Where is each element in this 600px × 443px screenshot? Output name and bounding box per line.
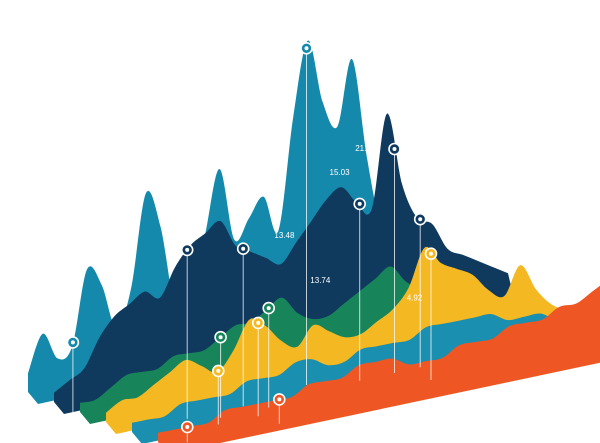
series-1-marker-dot-2 [357, 201, 362, 206]
series-3-data-label-1: 4.92 [407, 294, 423, 303]
series-0-marker-dot-1 [304, 46, 309, 51]
series-5-marker-dot-1 [277, 397, 282, 402]
series-1-data-label-1: 15.03 [330, 168, 351, 177]
series-2-marker-dot-0 [218, 335, 223, 340]
series-3-data-label-0: 13.74 [310, 276, 331, 285]
series-2-data-label-0: 13.48 [274, 231, 295, 240]
series-1-data-label-2: 21.27 [355, 144, 376, 153]
series-5-marker-dot-0 [185, 425, 190, 429]
series-1-data-label-0: 5.67 [254, 174, 270, 183]
series-3-marker-dot-1 [256, 320, 261, 325]
series-1-marker-dot-4 [418, 217, 423, 222]
series-1-marker-dot-0 [185, 247, 190, 252]
series-3-marker-dot-2 [429, 251, 433, 256]
series-1-marker-dot-1 [241, 246, 246, 251]
marker-layer: 5.67 15.03 21.27 13.48 13.74 4.92 [66, 41, 438, 443]
series-3-area [106, 246, 594, 434]
series-1-marker-dot-3 [392, 147, 397, 151]
chart-layers: 5.67 15.03 21.27 13.48 13.74 4.92 [28, 40, 600, 443]
series-3-marker-dot-0 [216, 368, 221, 373]
series-2-marker-dot-1 [266, 306, 271, 311]
series-0-marker-dot-0 [70, 340, 75, 345]
series-3 [106, 246, 594, 434]
